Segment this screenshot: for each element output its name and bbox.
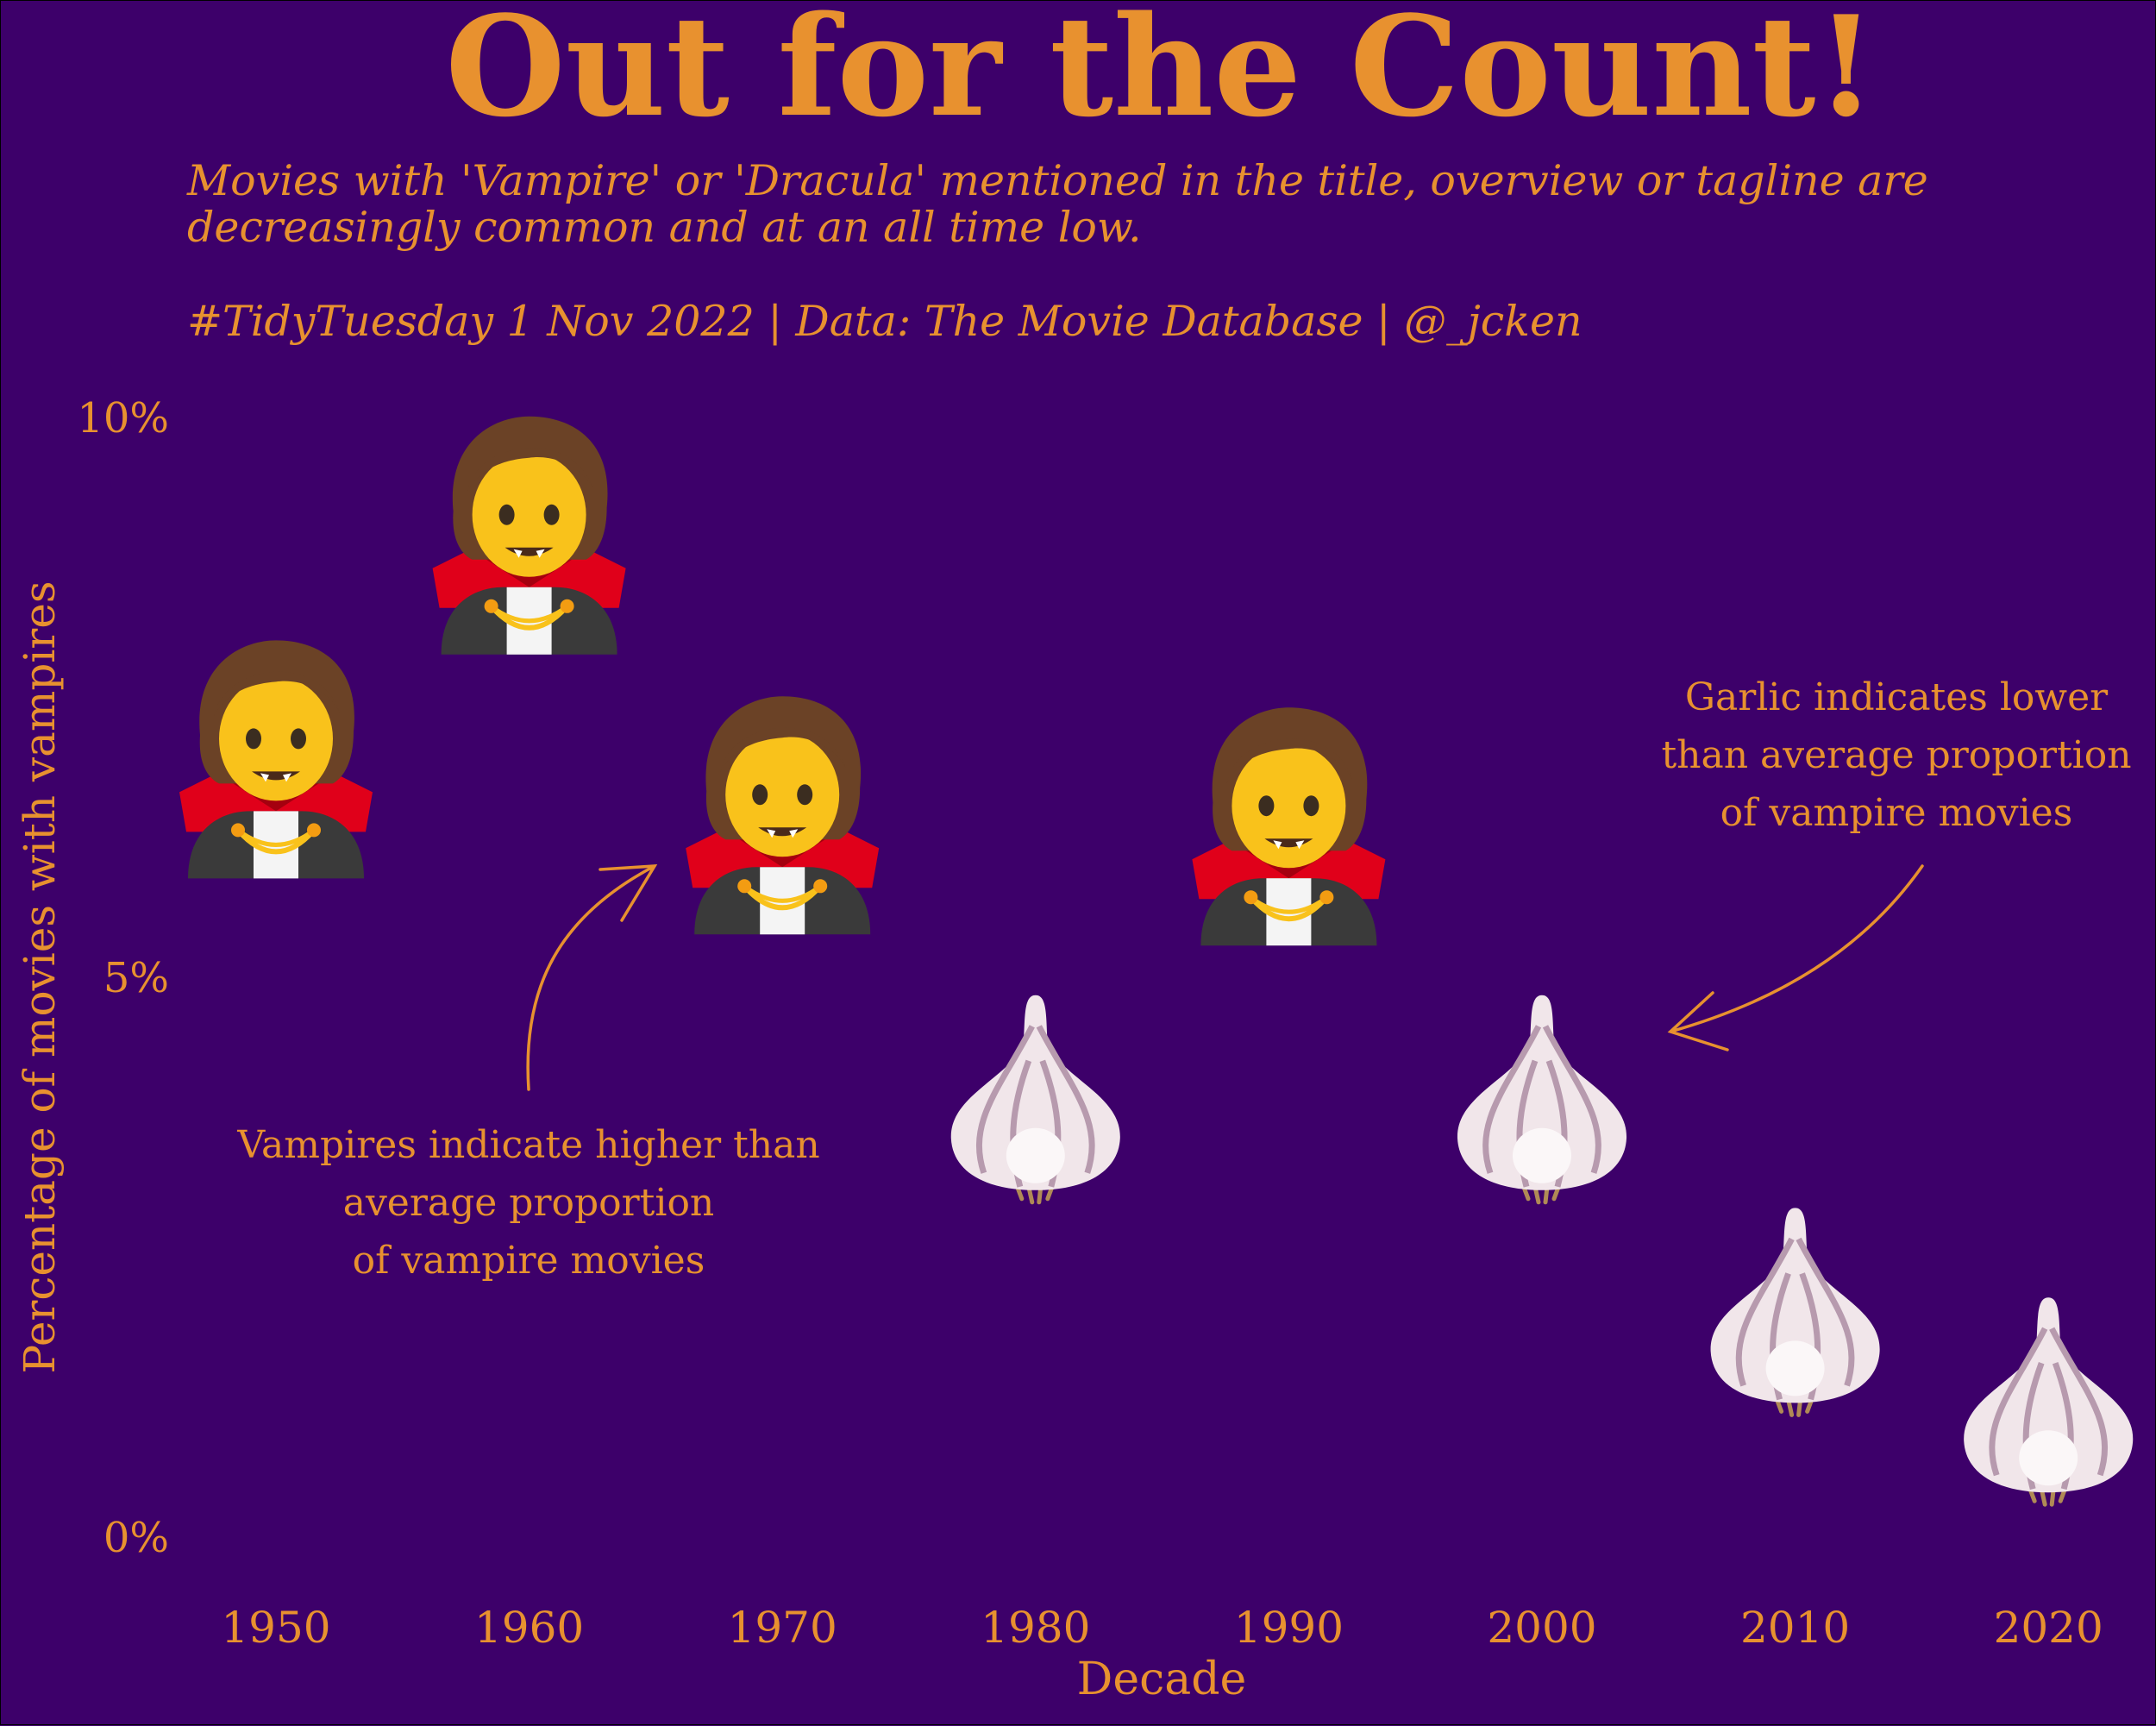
garlic-roots-shape <box>1774 1395 1815 1417</box>
garlic-highlight-shape <box>1765 1340 1825 1396</box>
vampire-icon <box>1192 707 1386 946</box>
necklace-shape <box>236 828 316 847</box>
y-tick-label: 0% <box>103 1514 169 1562</box>
fang-shape <box>513 549 545 558</box>
clasp-shape <box>560 599 574 613</box>
y-tick-label: 5% <box>103 954 169 1002</box>
face-shape <box>1232 744 1346 869</box>
data-markers <box>179 416 2134 1507</box>
eye-shape <box>291 728 306 750</box>
garlic-annotation-arrow <box>1667 864 1924 1051</box>
clasp-shape <box>1244 890 1258 905</box>
garlic-roots-shape <box>2027 1484 2068 1507</box>
garlic-clove-lines <box>1735 1237 1855 1401</box>
necklace-shape <box>743 884 822 903</box>
clasp-shape <box>1319 890 1334 905</box>
garlic-highlight-shape <box>2019 1430 2078 1486</box>
clasp-shape <box>307 823 321 838</box>
chart-caption: #TidyTuesday 1 Nov 2022 | Data: The Movi… <box>187 297 1583 346</box>
clasp-shape <box>231 823 245 838</box>
garlic-highlight-shape <box>1006 1127 1065 1183</box>
fang-shape <box>1273 840 1305 850</box>
garlic-bulb-shape <box>1710 1208 1880 1403</box>
vampire-icon <box>179 640 373 879</box>
garlic-icon <box>1964 1297 2134 1507</box>
vampire-annotation-arrow <box>526 864 658 1091</box>
garlic-roots-shape <box>1520 1183 1562 1205</box>
garlic-clove-lines <box>1482 1025 1601 1188</box>
garlic-icon <box>950 995 1120 1205</box>
garlic-annotation: Garlic indicates lower than average prop… <box>1661 675 2132 835</box>
eye-shape <box>246 728 261 750</box>
x-tick-label: 1950 <box>221 1603 330 1653</box>
x-tick-label: 1960 <box>474 1603 584 1653</box>
x-tick-label: 2010 <box>1740 1603 1850 1653</box>
fang-shape <box>260 773 291 782</box>
hair-fringe-shape <box>720 727 847 773</box>
eye-shape <box>1258 795 1275 817</box>
clasp-shape <box>737 879 752 894</box>
garlic-bulb-shape <box>1457 995 1627 1190</box>
eye-shape <box>797 784 813 806</box>
x-tick-label: 2000 <box>1487 1603 1596 1653</box>
face-shape <box>472 452 586 577</box>
eye-shape <box>543 504 560 525</box>
necklace-shape <box>1249 895 1328 914</box>
vampire-icon <box>432 416 626 655</box>
x-tick-label: 1990 <box>1234 1603 1344 1653</box>
hair-fringe-shape <box>467 448 593 493</box>
garlic-icon <box>1710 1208 1880 1417</box>
garlic-bulb-shape <box>950 995 1120 1190</box>
eye-shape <box>1303 795 1319 817</box>
garlic-clove-lines <box>975 1025 1095 1188</box>
x-tick-label: 2020 <box>1994 1603 2103 1653</box>
garlic-bulb-shape <box>1964 1297 2134 1493</box>
y-tick-label: 10% <box>77 394 169 442</box>
eye-shape <box>752 784 768 806</box>
face-shape <box>219 676 333 801</box>
chart-subtitle: Movies with 'Vampire' or 'Dracula' menti… <box>187 156 1928 252</box>
eye-shape <box>498 504 515 525</box>
hair-fringe-shape <box>214 671 340 717</box>
x-axis-label: Decade <box>1076 1654 1247 1705</box>
vampire-annotation: Vampires indicate higher than average pr… <box>237 1123 820 1283</box>
vampire-icon <box>686 696 880 935</box>
necklace-shape <box>490 604 569 624</box>
clasp-shape <box>813 879 828 894</box>
x-tick-label: 1970 <box>728 1603 837 1653</box>
hair-fringe-shape <box>1226 738 1353 784</box>
x-tick-label: 1980 <box>981 1603 1090 1653</box>
garlic-roots-shape <box>1014 1183 1056 1205</box>
fang-shape <box>767 829 799 838</box>
y-tick-labels: 0% 5% 10% <box>77 394 169 1562</box>
chart-title: Out for the Count! <box>445 0 1877 147</box>
garlic-icon <box>1457 995 1627 1205</box>
x-tick-labels: 1950 1960 1970 1980 1990 2000 2010 2020 <box>221 1603 2103 1653</box>
garlic-highlight-shape <box>1513 1127 1571 1183</box>
face-shape <box>725 732 840 857</box>
clasp-shape <box>484 599 498 613</box>
garlic-clove-lines <box>1989 1327 2109 1491</box>
